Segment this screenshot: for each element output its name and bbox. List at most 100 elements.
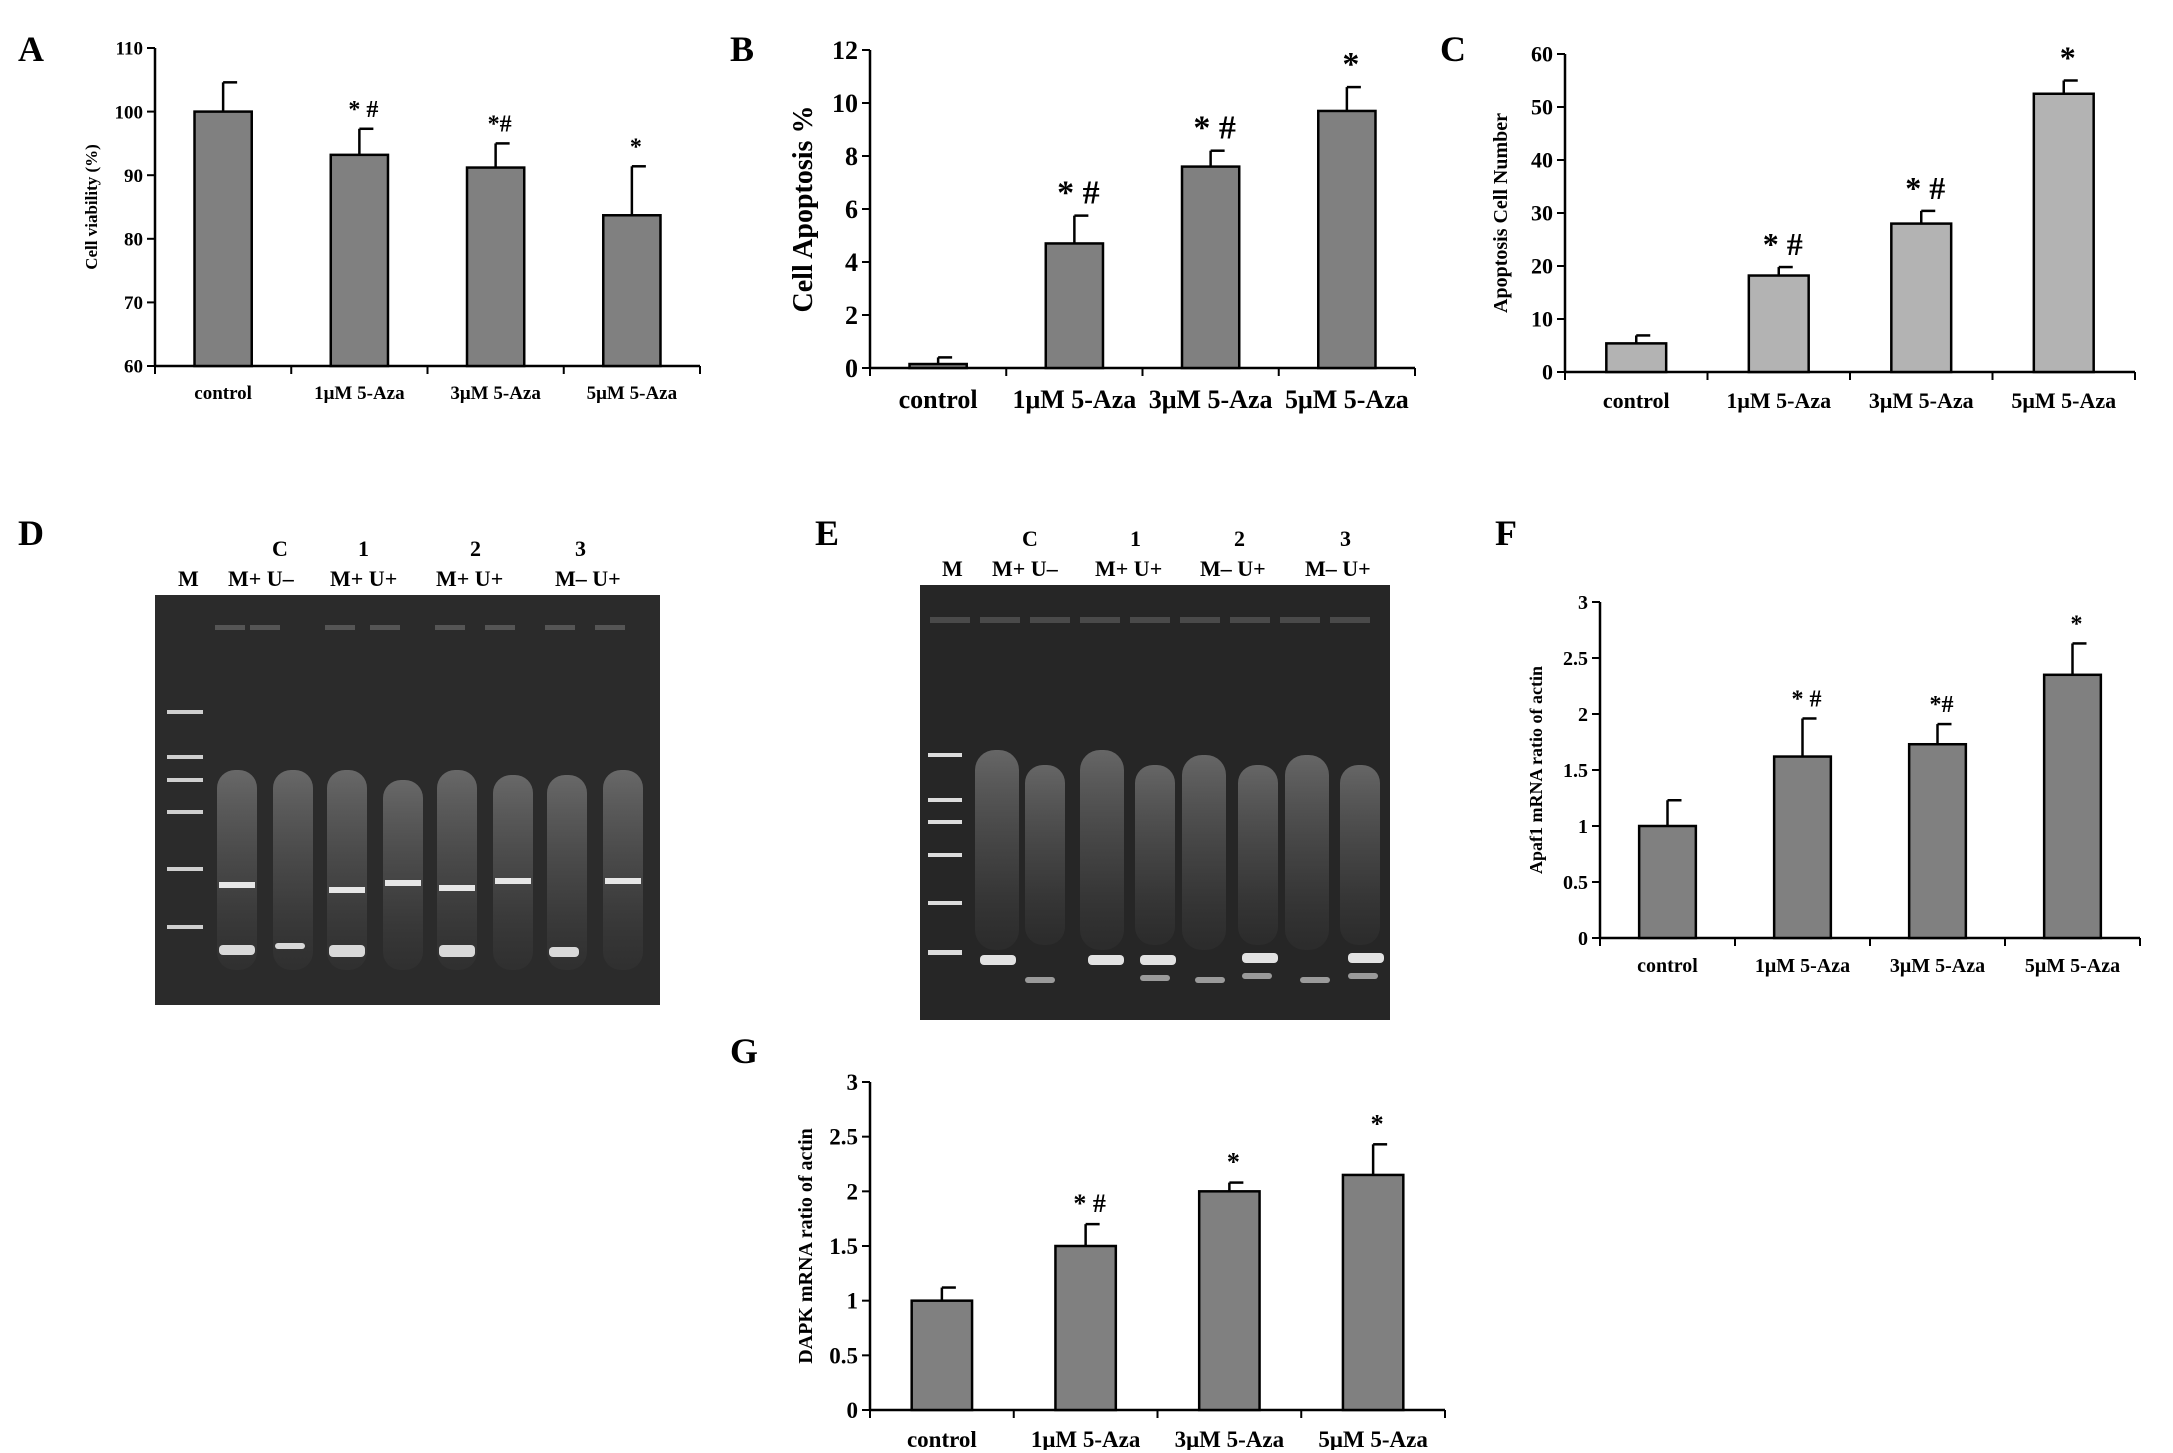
y-tick-label: 1 <box>847 1289 859 1314</box>
y-axis-label: Apoptosis Cell Number <box>1490 113 1512 313</box>
x-tick-label: 5μM 5-Aza <box>2025 955 2120 977</box>
bar <box>1605 342 1668 374</box>
chart-dapk-mrna: 0 0.5 1 1.5 2 2.5 3 control * # 1μM 5-Aza * 3μM 5-A… <box>795 1070 1446 1450</box>
bar <box>329 153 390 368</box>
bar <box>1044 242 1105 370</box>
chart-apaf1-mrna: 0 0.5 1 1.5 2 2.5 3 control * # 1μM 5-Aza *# 3μM 5-… <box>1526 592 2141 977</box>
gel-image-d <box>155 595 660 1005</box>
y-tick-label: 1 <box>1578 816 1588 838</box>
y-axis-label: Cell viability (%) <box>82 144 101 270</box>
y-tick-label: 12 <box>832 36 858 65</box>
x-tick-label: control <box>194 383 252 404</box>
y-tick-label: 2 <box>847 1179 859 1204</box>
panel-label-c: C <box>1440 29 1466 69</box>
x-tick-label: 3μM 5-Aza <box>1890 955 1985 977</box>
y-tick-label: 0.5 <box>1563 872 1588 894</box>
bar <box>1637 824 1698 940</box>
chart-cell-apoptosis: 0 2 4 6 8 10 12 control * # 1μM 5-Aza * # 3μM 5-Aza… <box>788 36 1416 414</box>
significance-annotation: * <box>2071 611 2083 637</box>
x-tick-label: control <box>1637 955 1698 977</box>
y-tick-label: 2.5 <box>829 1125 858 1150</box>
y-tick-label: 70 <box>124 293 143 314</box>
bar <box>1772 755 1833 940</box>
bar <box>1317 109 1377 370</box>
y-tick-label: 10 <box>1531 307 1553 332</box>
bar <box>193 110 253 368</box>
gel-e-group-2: 2 <box>1234 526 1245 551</box>
gel-d-lanes-1: M+ U+ <box>330 566 398 591</box>
gel-d-group-3: 3 <box>575 536 586 561</box>
bar <box>1180 165 1241 370</box>
bar <box>2032 92 2095 374</box>
gel-e-group-3: 3 <box>1340 526 1351 551</box>
gel-e-marker-label: M <box>942 556 963 581</box>
y-axis-label: DAPK mRNA ratio of actin <box>795 1128 817 1364</box>
y-axis-label: Cell Apoptosis % <box>788 106 819 313</box>
x-tick-label: 5μM 5-Aza <box>2011 388 2116 413</box>
y-tick-label: 1.5 <box>1563 760 1588 782</box>
x-tick-label: 1μM 5-Aza <box>1726 388 1831 413</box>
significance-annotation: * # <box>1905 170 1945 206</box>
x-tick-label: 3μM 5-Aza <box>1869 388 1974 413</box>
gel-d-group-2: 2 <box>470 536 481 561</box>
panel-label-g: G <box>730 1031 759 1071</box>
x-tick-label: 5μM 5-Aza <box>1285 385 1409 414</box>
x-tick-label: 1μM 5-Aza <box>1755 955 1850 977</box>
panel-label-b: B <box>730 29 755 69</box>
bar <box>1197 1190 1261 1412</box>
gel-e-lanes-3: M– U+ <box>1305 556 1371 581</box>
significance-annotation: *# <box>1930 692 1954 718</box>
y-tick-label: 2 <box>1578 704 1588 726</box>
gel-e-group-c: C <box>1022 526 1038 551</box>
y-tick-label: 30 <box>1531 201 1553 226</box>
y-tick-label: 10 <box>832 89 858 118</box>
x-tick-label: 3μM 5-Aza <box>1175 1427 1285 1450</box>
y-tick-label: 3 <box>1578 592 1588 614</box>
y-tick-label: 80 <box>124 229 143 250</box>
x-tick-label: control <box>907 1427 977 1450</box>
y-tick-label: 4 <box>845 248 858 277</box>
bar <box>2042 673 2103 940</box>
y-tick-label: 50 <box>1531 95 1553 120</box>
y-tick-label: 6 <box>845 195 858 224</box>
gel-e-group-1: 1 <box>1130 526 1141 551</box>
bar <box>1907 742 1968 940</box>
gel-d-marker-label: M <box>178 566 199 591</box>
x-tick-label: 5μM 5-Aza <box>1318 1427 1428 1450</box>
y-tick-label: 20 <box>1531 254 1553 279</box>
y-tick-label: 0 <box>845 354 858 383</box>
y-tick-label: 3 <box>847 1070 859 1095</box>
y-tick-label: 60 <box>124 357 143 378</box>
gel-d-group-1: 1 <box>358 536 369 561</box>
panel-label-a: A <box>18 29 44 69</box>
significance-annotation: * <box>1342 46 1359 83</box>
x-tick-label: 1μM 5-Aza <box>314 383 405 404</box>
gel-e-lanes-2: M– U+ <box>1200 556 1266 581</box>
significance-annotation: * <box>1371 1109 1384 1138</box>
gel-d-lanes-c: M+ U– <box>228 566 294 591</box>
x-tick-label: 1μM 5-Aza <box>1012 385 1136 414</box>
y-tick-label: 90 <box>124 166 143 187</box>
gel-e-lanes-1: M+ U+ <box>1095 556 1163 581</box>
chart-apoptosis-cell-number: 0 10 20 30 40 50 60 control * # 1μM 5-Aza * # 3μM 5… <box>1490 40 2136 413</box>
bar <box>465 166 526 368</box>
bar <box>602 214 662 368</box>
panel-label-f: F <box>1495 513 1517 553</box>
significance-annotation: * # <box>1763 226 1803 262</box>
panel-label-e: E <box>815 513 840 553</box>
y-tick-label: 60 <box>1531 42 1553 67</box>
x-tick-label: 1μM 5-Aza <box>1031 1427 1141 1450</box>
y-tick-label: 8 <box>845 142 858 171</box>
significance-annotation: * # <box>348 97 378 123</box>
bar <box>908 362 968 370</box>
y-tick-label: 2 <box>845 301 858 330</box>
y-tick-label: 40 <box>1531 148 1553 173</box>
significance-annotation: * <box>630 134 642 160</box>
bar <box>1747 274 1810 374</box>
x-tick-label: 3μM 5-Aza <box>450 383 541 404</box>
bar <box>1890 222 1953 374</box>
x-tick-label: control <box>1603 388 1670 413</box>
gel-image-e <box>920 585 1390 1020</box>
y-tick-label: 2.5 <box>1563 648 1588 670</box>
significance-annotation: * # <box>1073 1189 1106 1218</box>
